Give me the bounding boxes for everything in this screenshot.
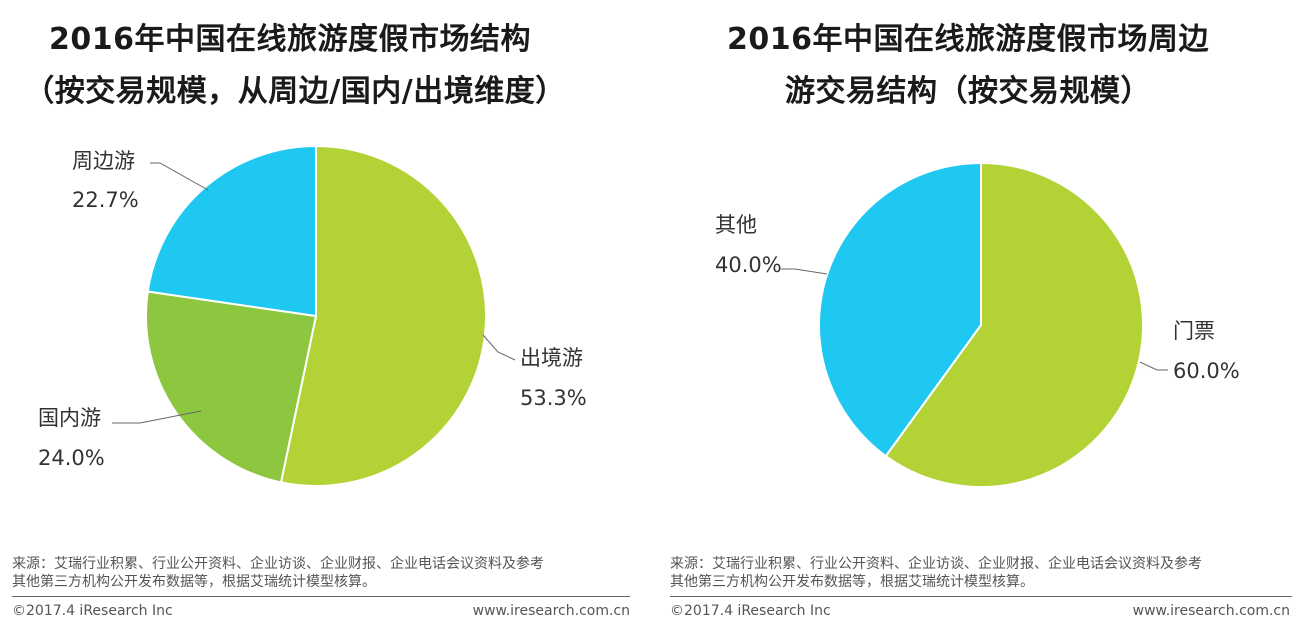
pie-slice-2 xyxy=(145,290,318,484)
slice-label: 出境游 xyxy=(520,346,583,370)
leader-line xyxy=(781,268,828,275)
footer-divider xyxy=(670,596,1292,597)
slice-value-label: 40.0% xyxy=(715,253,782,277)
pie-chart-market-structure: 出境游 53.3% 国内游 24.0% 周边游 22.7% xyxy=(38,144,587,487)
source-line-1: 来源：艾瑞行业积累、行业公开资料、企业访谈、企业财报、企业电话会议资料及参考 xyxy=(12,556,544,572)
pie-slice-1 xyxy=(279,144,487,487)
leader-line xyxy=(150,162,209,191)
source-line-2: 其他第三方机构公开发布数据等，根据艾瑞统计模型核算。 xyxy=(12,574,376,590)
chart-title-line1: 2016年中国在线旅游度假市场周边 xyxy=(727,22,1209,57)
pie-slice-3 xyxy=(146,144,317,318)
slice-label: 周边游 xyxy=(72,149,135,173)
pie-slice-1 xyxy=(884,161,1144,488)
leader-line xyxy=(112,410,202,424)
source-note: 来源：艾瑞行业积累、行业公开资料、企业访谈、企业财报、企业电话会议资料及参考 其… xyxy=(670,555,1290,591)
source-line-1: 来源：艾瑞行业积累、行业公开资料、企业访谈、企业财报、企业电话会议资料及参考 xyxy=(670,556,1202,572)
source-note: 来源：艾瑞行业积累、行业公开资料、企业访谈、企业财报、企业电话会议资料及参考 其… xyxy=(12,555,632,591)
footer-divider xyxy=(12,596,630,597)
chart-title-line2: （按交易规模，从周边/国内/出境维度） xyxy=(24,74,566,109)
pie-chart-nearby-travel: 门票 60.0% 其他 40.0% xyxy=(715,161,1240,488)
slice-label: 门票 xyxy=(1173,319,1215,343)
source-line-2: 其他第三方机构公开发布数据等，根据艾瑞统计模型核算。 xyxy=(670,574,1034,590)
pie-slice-2 xyxy=(818,161,982,458)
slice-label: 国内游 xyxy=(38,406,101,430)
slice-value-label: 53.3% xyxy=(520,386,587,410)
copyright: ©2017.4 iResearch Inc xyxy=(12,603,173,619)
slice-value-label: 24.0% xyxy=(38,446,105,470)
leader-line xyxy=(1139,361,1168,371)
slice-label: 其他 xyxy=(715,213,757,237)
chart-title-line2: 游交易结构（按交易规模） xyxy=(785,74,1151,109)
chart-title-line1: 2016年中国在线旅游度假市场结构 xyxy=(49,22,531,57)
chart-panel-right: 2016年中国在线旅游度假市场周边 游交易结构（按交易规模） 门票 60.0% 其他… xyxy=(655,0,1295,625)
slice-value-label: 22.7% xyxy=(72,188,139,212)
copyright: ©2017.4 iResearch Inc xyxy=(670,603,831,619)
website-link[interactable]: www.iresearch.com.cn xyxy=(472,603,630,619)
leader-line xyxy=(482,334,516,361)
website-link[interactable]: www.iresearch.com.cn xyxy=(1132,603,1290,619)
chart-panel-left: 2016年中国在线旅游度假市场结构 （按交易规模，从周边/国内/出境维度） 出境… xyxy=(0,0,640,625)
slice-value-label: 60.0% xyxy=(1173,359,1240,383)
